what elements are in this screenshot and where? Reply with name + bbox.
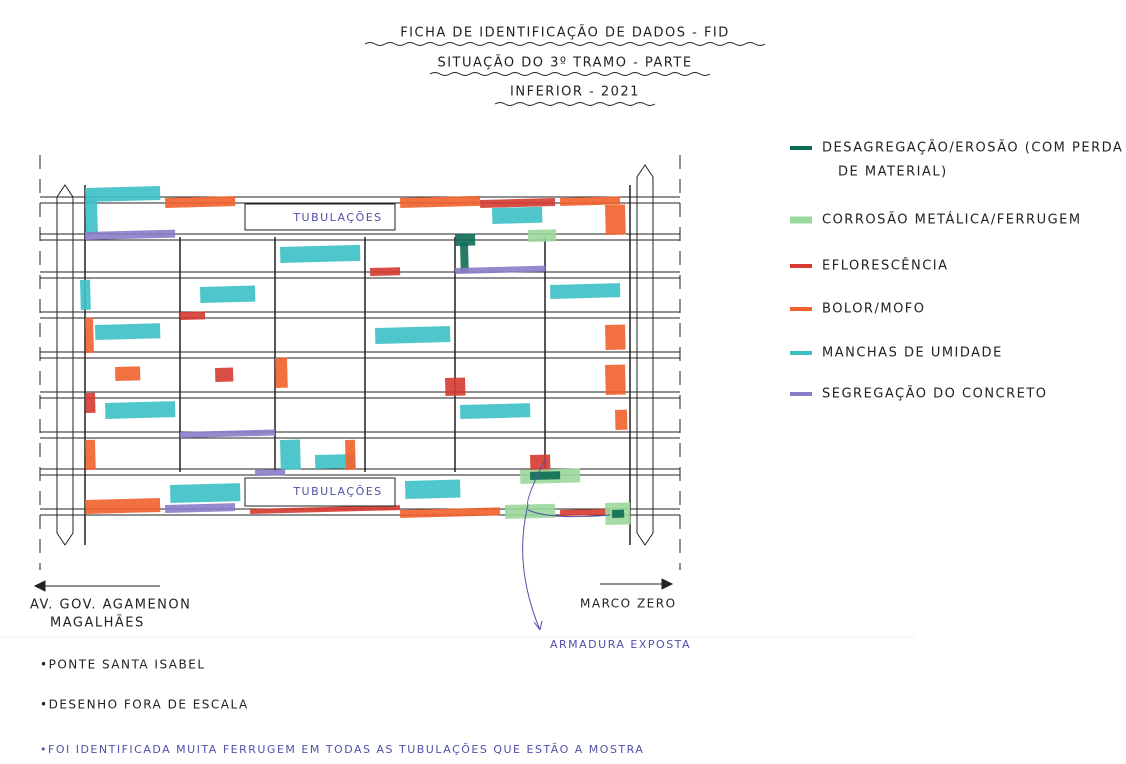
legend-label: DESAGREGAÇÃO/EROSÃO (COM PERDA bbox=[822, 140, 1123, 156]
callout-label: ARMADURA EXPOSTA bbox=[550, 638, 691, 651]
pipe-label: TUBULAÇÕES bbox=[292, 485, 382, 498]
defect bbox=[460, 403, 530, 419]
defect bbox=[165, 503, 235, 513]
defect bbox=[405, 480, 460, 499]
left-label: AV. GOV. AGAMENON bbox=[30, 598, 191, 613]
legend-label: BOLOR/MOFO bbox=[822, 302, 926, 317]
legend-label: CORROSÃO METÁLICA/FERRUGEM bbox=[822, 212, 1082, 228]
direction-arrows bbox=[35, 579, 672, 591]
defect bbox=[615, 410, 628, 430]
title-line: FICHA DE IDENTIFICAÇÃO DE DADOS - FID bbox=[400, 25, 730, 41]
defect bbox=[445, 377, 465, 396]
defect bbox=[550, 283, 620, 299]
defect bbox=[345, 440, 356, 470]
pier bbox=[57, 185, 73, 545]
defect bbox=[180, 311, 205, 320]
defect bbox=[560, 196, 620, 206]
defect bbox=[492, 207, 542, 224]
defect bbox=[180, 430, 275, 438]
title-line: SITUAÇÃO DO 3º TRAMO - PARTE bbox=[437, 55, 692, 71]
legend: DESAGREGAÇÃO/EROSÃO (COM PERDA DE MATERIA… bbox=[790, 140, 1123, 402]
defect bbox=[280, 439, 301, 470]
defect bbox=[280, 245, 360, 263]
legend-label: DE MATERIAL) bbox=[838, 165, 948, 180]
defect bbox=[85, 318, 94, 353]
defect bbox=[375, 326, 450, 344]
defect bbox=[170, 483, 240, 503]
defect bbox=[85, 230, 175, 240]
defect bbox=[370, 267, 400, 276]
defect bbox=[605, 324, 626, 350]
legend-label: EFLORESCÊNCIA bbox=[822, 258, 949, 274]
legend-label: SEGREGAÇÃO DO CONCRETO bbox=[822, 386, 1048, 402]
defect bbox=[215, 368, 233, 382]
defect bbox=[612, 510, 624, 518]
defect bbox=[85, 186, 160, 202]
defect bbox=[530, 471, 560, 480]
right-label: MARCO ZERO bbox=[580, 597, 677, 611]
defect bbox=[255, 469, 285, 476]
defect bbox=[400, 196, 480, 208]
pier bbox=[637, 165, 653, 545]
defect bbox=[95, 323, 160, 340]
defect bbox=[528, 229, 556, 242]
defect bbox=[80, 280, 91, 310]
note: •FOI IDENTIFICADA MUITA FERRUGEM EM TODA… bbox=[40, 743, 644, 756]
defect bbox=[85, 498, 160, 514]
defect bbox=[85, 393, 96, 413]
note: •DESENHO FORA DE ESCALA bbox=[40, 698, 249, 712]
note: •PONTE SANTA ISABEL bbox=[40, 658, 206, 672]
defect bbox=[480, 198, 555, 208]
defect bbox=[605, 204, 626, 235]
legend-label: MANCHAS DE UMIDADE bbox=[822, 346, 1003, 361]
defect bbox=[85, 440, 96, 470]
left-label: MAGALHÃES bbox=[50, 615, 145, 631]
defect bbox=[105, 401, 175, 419]
blots bbox=[80, 186, 631, 525]
defect bbox=[165, 196, 235, 208]
page: FICHA DE IDENTIFICAÇÃO DE DADOS - FID SI… bbox=[0, 0, 1126, 764]
title-line: INFERIOR - 2021 bbox=[510, 85, 640, 100]
defect bbox=[605, 364, 626, 395]
defect bbox=[275, 358, 288, 388]
defect bbox=[85, 200, 98, 235]
defect bbox=[115, 366, 140, 381]
pipe-label: TUBULAÇÕES bbox=[292, 211, 382, 224]
defect bbox=[200, 286, 255, 303]
